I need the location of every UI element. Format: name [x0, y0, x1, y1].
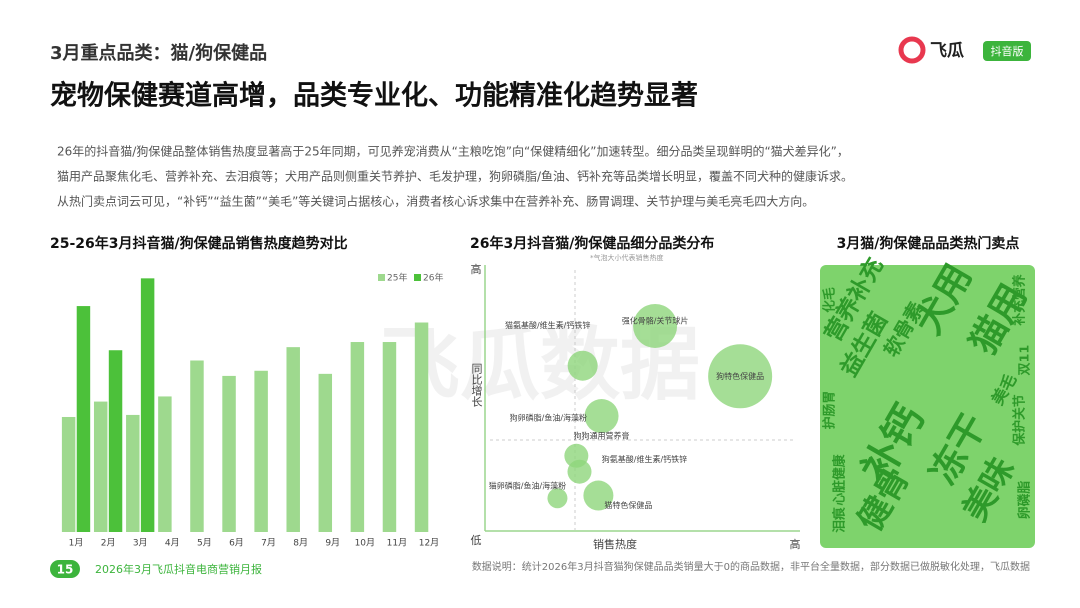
word: 心脏健康	[832, 454, 848, 505]
x-tick-label: 12月	[419, 538, 439, 549]
bar	[126, 414, 140, 532]
bubble	[567, 459, 592, 484]
word: 卵磷脂	[1017, 481, 1033, 520]
title: 宠物保健赛道高增，品类专业化、功能精准化趋势显著	[50, 80, 698, 112]
bubble-label: 猫氨基酸/维生素/钙铁锌	[505, 320, 590, 330]
word: 双11	[1018, 345, 1033, 376]
axis-label: 同比增长	[470, 363, 483, 407]
bar	[286, 347, 300, 532]
bubble	[547, 488, 568, 509]
legend-label: 25年	[387, 272, 407, 284]
intro-line: 26年的抖音猫/狗保健品整体销售热度显著高于25年同期，可见养宠消费从“主粮吃饱…	[57, 144, 849, 159]
logo-icon	[898, 36, 926, 64]
bar	[93, 401, 108, 532]
bar	[76, 306, 91, 532]
legend-label: 26年	[423, 272, 443, 284]
x-tick-label: 8月	[293, 538, 308, 549]
logo: 飞瓜	[930, 41, 964, 61]
word: 补充营养	[1012, 274, 1028, 326]
word: 保护关节	[1012, 394, 1028, 446]
word: 化毛	[822, 287, 838, 313]
bar	[190, 360, 204, 532]
x-tick-label: 6月	[229, 538, 244, 549]
page-number: 15	[57, 563, 74, 577]
bubble	[583, 480, 614, 511]
bar	[158, 396, 172, 532]
badge: 抖音版	[991, 44, 1024, 58]
bubble-label: 狗特色保健品	[716, 371, 764, 381]
axis-label: 销售热度	[593, 537, 637, 551]
page-bg	[50, 560, 80, 578]
bubble	[633, 303, 678, 348]
x-tick-label: 11月	[387, 538, 407, 549]
x-tick-label: 5月	[197, 538, 212, 549]
chart-title: 25-26年3月抖音猫/狗保健品销售热度趋势对比	[50, 235, 348, 252]
report-name: 2026年3月飞瓜抖音电商营销月报	[95, 562, 262, 576]
chart-title: 26年3月抖音猫/狗保健品细分品类分布	[470, 235, 714, 252]
bar	[318, 373, 333, 532]
bar	[254, 370, 268, 532]
badge-bg	[983, 41, 1031, 61]
bubble	[708, 344, 773, 409]
legend-swatch	[414, 274, 421, 281]
section: 3月重点品类：猫/狗保健品	[50, 42, 267, 64]
x-tick-label: 10月	[355, 538, 375, 549]
bubble-label: 猫特色保健品	[604, 500, 652, 510]
bubble	[584, 399, 619, 434]
axis-label: 高	[790, 537, 801, 551]
bar	[414, 322, 429, 532]
axis-label: 高	[471, 262, 482, 276]
wordcloud-bg	[820, 265, 1035, 548]
bubble-label: 狗氨基酸/维生素/钙铁锌	[602, 454, 687, 464]
word: 护肠胃	[822, 391, 838, 429]
bar	[140, 278, 155, 532]
chart-note: *气泡大小代表销售热度	[590, 253, 664, 262]
data-note: 数据说明：统计2026年3月抖音猫狗保健品品类销量大于0的商品数据，非平台全量数…	[472, 560, 1030, 573]
x-tick-label: 7月	[261, 538, 276, 549]
bar	[222, 375, 236, 532]
chart-title: 3月猫/狗保健品品类热门卖点	[837, 235, 1020, 252]
bubble	[567, 350, 598, 381]
bubble-label: 猫卵磷脂/鱼油/海藻粉	[489, 481, 566, 491]
legend-swatch	[378, 274, 385, 281]
intro-line: 猫用产品聚焦化毛、营养补充、去泪痕等；犬用产品则侧重关节养护、毛发护理，狗卵磷脂…	[57, 169, 853, 184]
bar	[61, 416, 76, 532]
x-tick-label: 1月	[69, 538, 84, 549]
bubble-label: 狗卵磷脂/鱼油/海藻粉	[510, 412, 587, 422]
x-tick-label: 3月	[133, 538, 148, 549]
word: 泪痕	[832, 507, 848, 533]
bubble-label: 狗狗通用营养膏	[574, 431, 630, 441]
x-tick-label: 2月	[101, 538, 116, 549]
bar	[108, 350, 123, 532]
x-tick-label: 9月	[325, 538, 340, 549]
intro-line: 从热门卖点词云可见，“补钙”“益生菌”“美毛”等关键词占据核心，消费者核心诉求集…	[57, 194, 814, 209]
bubble-label: 强化骨骼/关节球片	[622, 315, 689, 325]
bar	[350, 342, 365, 532]
x-tick-label: 4月	[165, 538, 180, 549]
axis-label: 低	[471, 534, 482, 547]
bar	[382, 342, 397, 532]
